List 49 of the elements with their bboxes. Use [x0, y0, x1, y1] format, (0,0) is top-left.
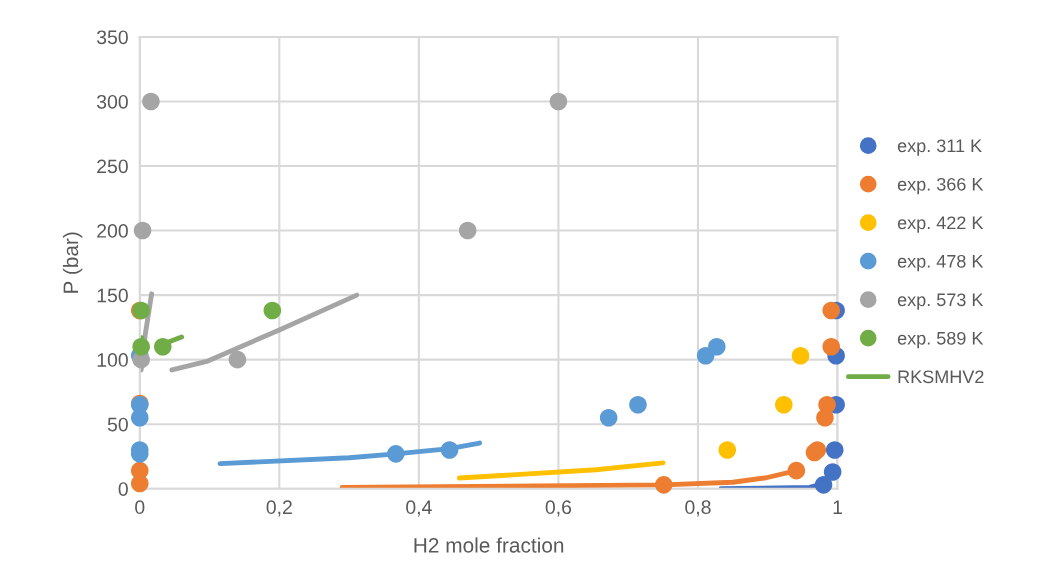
point — [228, 350, 247, 369]
point — [263, 301, 282, 320]
point — [440, 441, 459, 459]
x-tick-label: 1 — [833, 500, 842, 514]
point — [133, 221, 152, 240]
x-tick-label: 0,2 — [266, 500, 292, 517]
y-axis-title: P (bar) — [62, 232, 83, 293]
x-tick-label: 0,4 — [406, 500, 432, 517]
point — [787, 461, 806, 480]
point — [387, 445, 405, 463]
point — [822, 301, 841, 320]
x-axis-title: H2 mole fraction — [414, 537, 564, 553]
legend-label: exp. 589 K — [897, 331, 984, 349]
line-series — [217, 440, 482, 467]
legend-label: exp. 366 K — [897, 177, 984, 195]
x-tick-label: 0,6 — [545, 500, 572, 517]
point — [718, 441, 737, 459]
point — [816, 408, 834, 427]
point — [458, 221, 477, 240]
legend-label: exp. 311 K — [897, 139, 982, 156]
point — [822, 337, 841, 356]
y-tick-label: 200 — [97, 224, 128, 238]
point — [791, 346, 810, 365]
legend-label: exp. 478 K — [897, 254, 984, 272]
legend-label: exp. 422 K — [897, 216, 984, 233]
point — [823, 463, 842, 481]
y-tick-label: 300 — [96, 94, 128, 109]
point — [142, 92, 160, 111]
point — [696, 346, 715, 365]
point — [708, 337, 726, 356]
point — [775, 396, 793, 414]
y-tick-label: 0 — [118, 482, 128, 496]
y-tick-label: 350 — [96, 30, 128, 45]
point — [814, 476, 833, 494]
legend-label: exp. 573 K — [897, 293, 984, 310]
point — [825, 441, 844, 459]
y-tick-label: 50 — [107, 417, 128, 432]
y-tick-label: 250 — [97, 159, 128, 174]
y-tick-label: 100 — [97, 353, 128, 367]
point — [154, 337, 172, 356]
x-tick-label: 0 — [135, 500, 145, 515]
legend-label: RKSMHV2 — [898, 370, 984, 384]
x-tick-label: 0,8 — [685, 500, 711, 517]
y-tick-label: 150 — [97, 288, 128, 303]
line-series — [169, 292, 360, 373]
point — [655, 476, 673, 494]
point — [599, 408, 618, 427]
point — [629, 396, 647, 414]
point — [549, 92, 568, 111]
